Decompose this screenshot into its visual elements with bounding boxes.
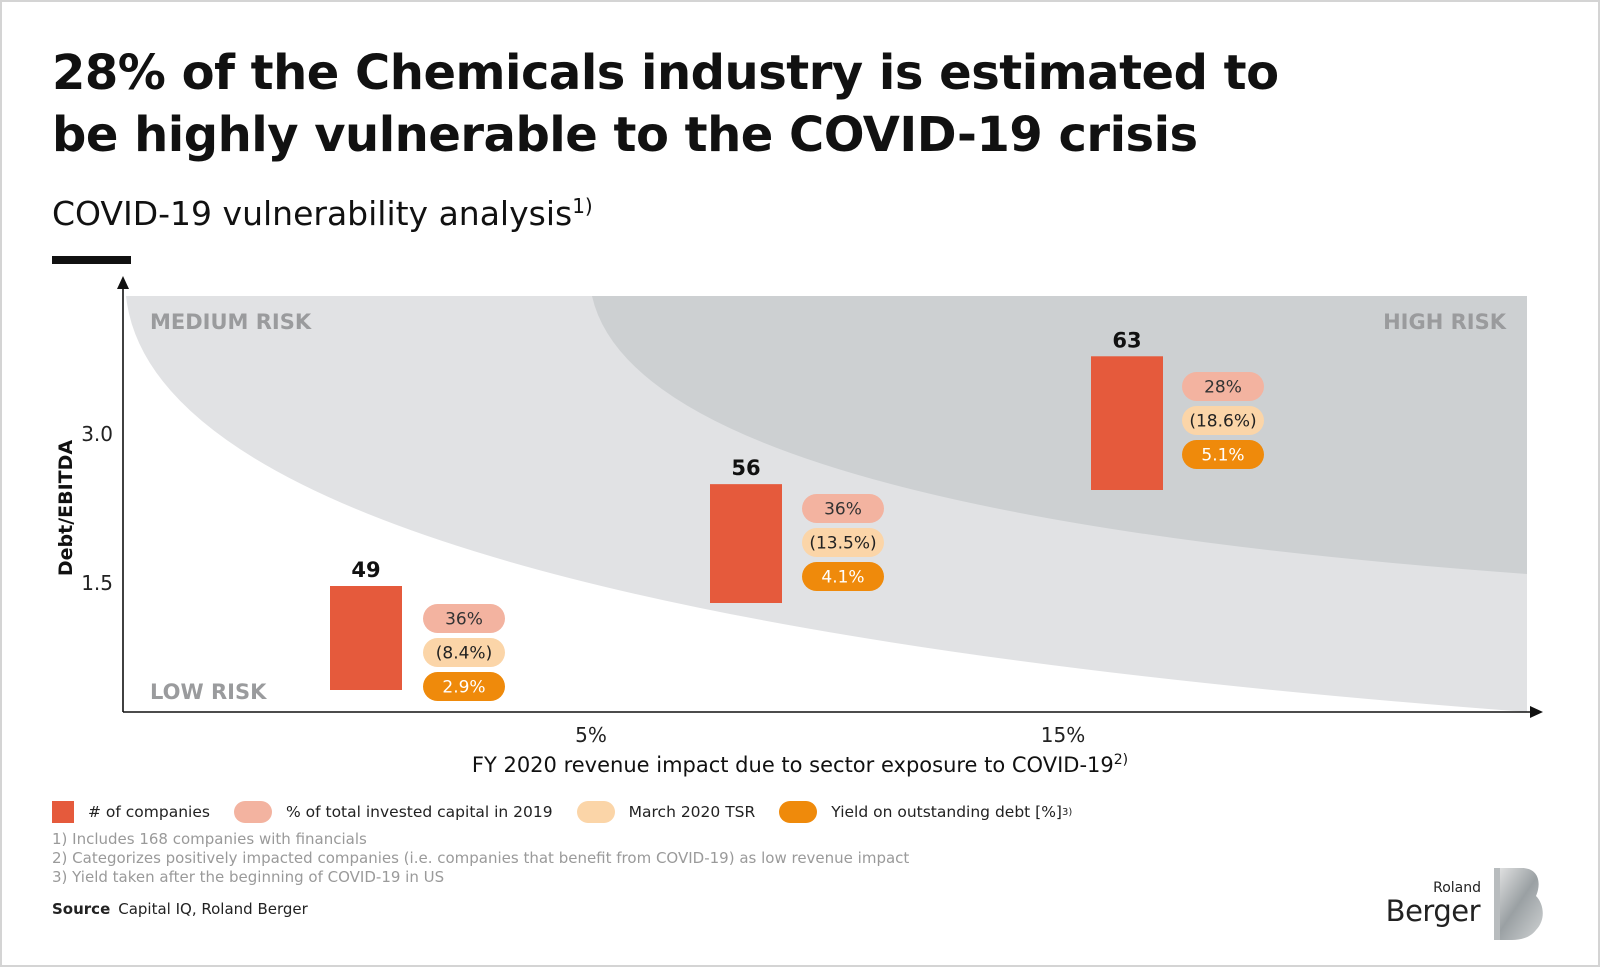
x-axis-arrow — [1530, 706, 1543, 718]
bar-value-label: 56 — [731, 456, 760, 480]
pill-value-label: 5.1% — [1201, 446, 1244, 466]
logo-roland: Roland — [1433, 880, 1481, 896]
legend-label: # of companies — [88, 803, 210, 821]
x-tick-label: 15% — [1041, 723, 1085, 747]
pill-yield — [1182, 440, 1264, 469]
legend-item: Yield on outstanding debt [%] 3) — [779, 801, 1072, 823]
legend-swatch — [576, 801, 615, 823]
legend-label: March 2020 TSR — [628, 803, 756, 821]
region-high-risk — [592, 296, 1527, 574]
legend-item: % of total invested capital in 2019 — [233, 801, 553, 823]
pill-yield — [423, 672, 505, 701]
page-subtitle: COVID-19 vulnerability analysis1) — [52, 186, 593, 234]
legend-swatch — [233, 801, 272, 823]
logo-b-mark — [1494, 868, 1543, 940]
roland-berger-logo: Roland Berger — [1386, 868, 1546, 940]
legend-swatch — [52, 801, 74, 823]
pill-value-label: 2.9% — [442, 678, 485, 698]
bar-companies — [710, 484, 782, 603]
label-low-risk: LOW RISK — [150, 680, 267, 704]
label-high-risk: HIGH RISK — [1383, 310, 1507, 334]
page-title: 28% of the Chemicals industry is estimat… — [52, 45, 1279, 163]
legend-label: Yield on outstanding debt [%] — [831, 803, 1062, 821]
source-text: Capital IQ, Roland Berger — [118, 900, 308, 918]
pill-value-label: (13.5%) — [809, 534, 876, 554]
pill-tsr — [1182, 406, 1264, 435]
chart-legend: # of companies % of total invested capita… — [52, 801, 1096, 823]
subtitle-text: COVID-19 vulnerability analysis — [52, 194, 573, 233]
footnote-2: 2) Categorizes positively impacted compa… — [52, 849, 910, 867]
y-axis-title: Debt/EBITDA — [55, 440, 77, 577]
pill-value-label: 36% — [445, 610, 483, 630]
pill-value-label: (8.4%) — [436, 644, 492, 664]
footnote-1: 1) Includes 168 companies with financial… — [52, 830, 367, 848]
logo-berger: Berger — [1385, 894, 1481, 928]
bar-value-label: 63 — [1112, 328, 1141, 352]
x-tick-label: 5% — [575, 723, 607, 747]
footnotes: 1) Includes 168 companies with financial… — [52, 830, 909, 887]
pill-value-label: 28% — [1204, 378, 1242, 398]
pill-yield — [802, 562, 884, 591]
pill-value-label: 4.1% — [821, 568, 864, 588]
y-tick-label: 3.0 — [81, 422, 113, 446]
y-axis-arrow — [117, 276, 129, 289]
x-axis-title: FY 2020 revenue impact due to sector exp… — [472, 752, 1128, 777]
source-label: Source — [52, 900, 111, 918]
pill-capital-share — [802, 494, 884, 523]
pill-value-label: (18.6%) — [1189, 412, 1256, 432]
y-tick-label: 1.5 — [81, 571, 113, 595]
footnote-3: 3) Yield taken after the beginning of CO… — [52, 868, 445, 886]
legend-item: March 2020 TSR — [576, 801, 756, 823]
legend-label: % of total invested capital in 2019 — [285, 803, 553, 821]
subtitle-footnote-mark: 1) — [572, 194, 593, 218]
bar-companies — [330, 586, 402, 690]
pill-value-label: 36% — [824, 500, 862, 520]
bar-value-label: 49 — [351, 558, 380, 582]
bar-companies — [1091, 356, 1163, 490]
title-rule — [52, 256, 131, 264]
source-line: Source Capital IQ, Roland Berger — [52, 900, 308, 918]
pill-tsr — [802, 528, 884, 557]
legend-footnote-mark: 3) — [1061, 806, 1073, 818]
pill-capital-share — [423, 604, 505, 633]
pill-tsr — [423, 638, 505, 667]
legend-swatch — [779, 801, 818, 823]
label-medium-risk: MEDIUM RISK — [150, 310, 312, 334]
legend-item: # of companies — [52, 801, 210, 823]
pill-capital-share — [1182, 372, 1264, 401]
